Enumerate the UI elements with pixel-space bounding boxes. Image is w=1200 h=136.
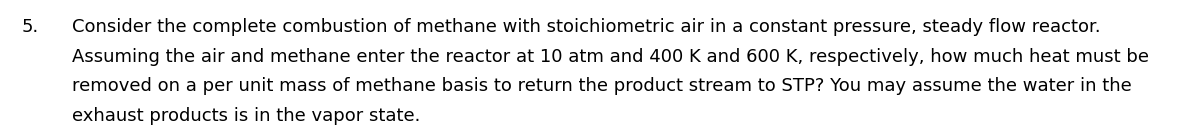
Text: exhaust products is in the vapor state.: exhaust products is in the vapor state. xyxy=(72,106,420,124)
Text: removed on a per unit mass of methane basis to return the product stream to STP?: removed on a per unit mass of methane ba… xyxy=(72,77,1132,95)
Text: 5.: 5. xyxy=(22,18,40,36)
Text: Assuming the air and methane enter the reactor at 10 atm and 400 K and 600 K, re: Assuming the air and methane enter the r… xyxy=(72,47,1150,66)
Text: Consider the complete combustion of methane with stoichiometric air in a constan: Consider the complete combustion of meth… xyxy=(72,18,1100,36)
